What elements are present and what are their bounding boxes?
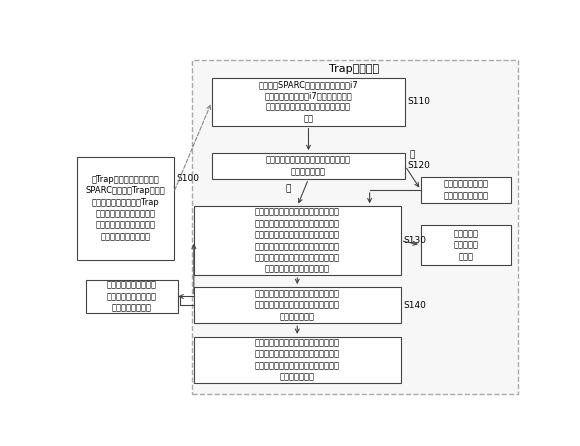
Text: 判断所述当前分区是否为底层公共函数
运行所在的分区: 判断所述当前分区是否为底层公共函数 运行所在的分区	[266, 156, 351, 176]
Bar	[77, 157, 173, 260]
Bar	[191, 60, 517, 393]
Text: 若所述状态
转换链表集
合为空: 若所述状态 转换链表集 合为空	[454, 229, 478, 261]
Bar	[194, 287, 401, 323]
Bar	[421, 225, 511, 265]
Text: Trap处理函数: Trap处理函数	[329, 64, 380, 74]
Text: 若不包括，且所述备选状态转换链表对
应的跳转条件字段指示的跳转条件能够
满足，则根据所述备选状态转换链表确
定所述目标状态: 若不包括，且所述备选状态转换链表对 应的跳转条件字段指示的跳转条件能够 满足，则…	[255, 339, 340, 382]
Bar	[212, 153, 405, 179]
Text: 否: 否	[285, 184, 291, 193]
Text: 将Trap处理函数挂接到所述
SPARC平台中的Trap处理入
口地址；然后根据所述Trap
处理函数确定的目标状态对
应的函数入口地址，确定所
述目标软件的执: 将Trap处理函数挂接到所述 SPARC平台中的Trap处理入 口地址；然后根据…	[85, 175, 165, 241]
Bar	[212, 78, 405, 126]
Text: S140: S140	[403, 301, 426, 310]
Text: 将目标状态设置为系
统最小模式运行状态: 将目标状态设置为系 统最小模式运行状态	[443, 180, 488, 200]
Text: 否则，将所述备选状态
转换链表从所述状态转
换链表集合中排除: 否则，将所述备选状态 转换链表从所述状态转 换链表集合中排除	[107, 281, 157, 313]
Text: 根据所述运行状态分区表，判断所述备
选状态转换链表对应的运行分区是否包
括所述当前分区: 根据所述运行状态分区表，判断所述备 选状态转换链表对应的运行分区是否包 括所述当…	[255, 289, 340, 321]
Text: 读取所述SPARC平台中寄存器窗口的i7
寄存器值，根据所述i7寄存器值以及地
址分区表确定所述目标软件运行的当前
分区: 读取所述SPARC平台中寄存器窗口的i7 寄存器值，根据所述i7寄存器值以及地 …	[259, 80, 358, 123]
Text: S130: S130	[403, 236, 426, 245]
Text: S110: S110	[407, 97, 430, 106]
Text: S120: S120	[407, 161, 430, 170]
Text: 在所述目标软件对应的状态转换关系表
中查找与所述目标软件的当前状态对应
的状态转换链表集合；根据所述状态转
换链表集合的优先级字段，选取所述状
态转换链表集合中: 在所述目标软件对应的状态转换关系表 中查找与所述目标软件的当前状态对应 的状态转…	[255, 207, 340, 274]
Text: S100: S100	[176, 174, 199, 183]
Bar	[194, 337, 401, 383]
Bar	[86, 280, 178, 313]
Text: 是: 是	[409, 150, 415, 159]
Bar	[421, 177, 511, 203]
Bar	[194, 206, 401, 275]
